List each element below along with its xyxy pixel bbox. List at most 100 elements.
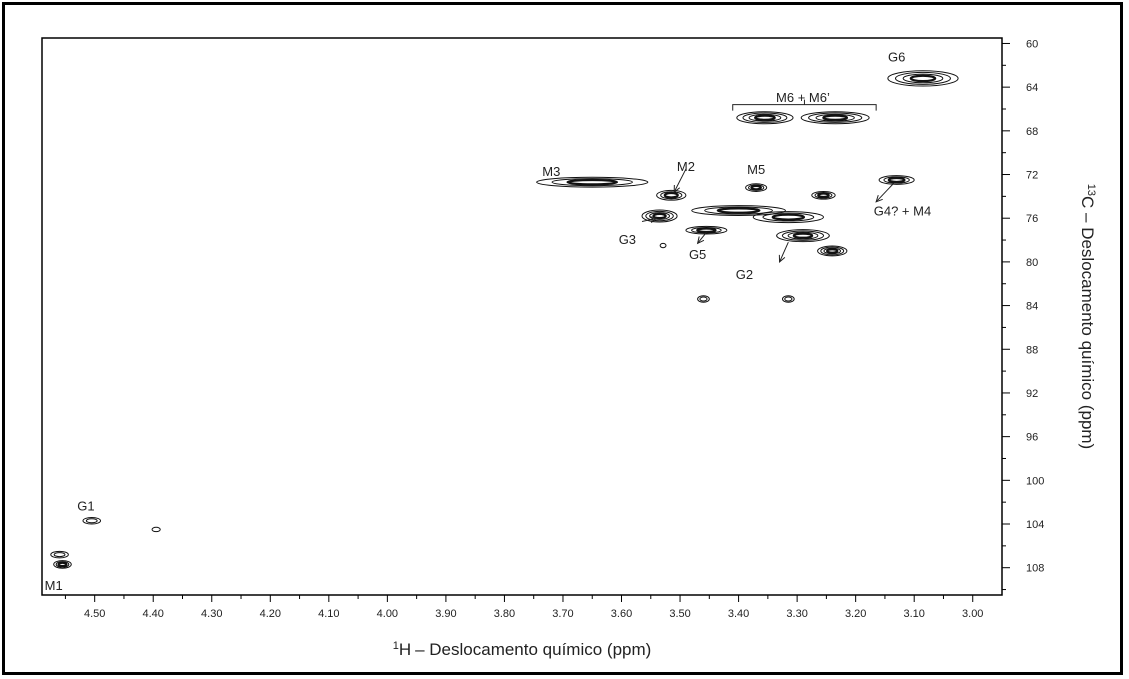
peak-6-contour-2 [817,192,830,199]
peak-8-contour-1 [645,210,674,222]
peak-14-contour-0 [659,242,667,249]
peak-17-contour-1 [85,518,98,524]
peak-0-contour-3 [909,74,937,83]
peak-0-contour-2 [902,73,944,84]
peak-9-contour-0 [691,205,786,216]
y-tick-label-0: 60 [1026,38,1038,50]
peak-9-contour-1 [704,206,773,215]
x-tick-label-15: 3.00 [962,608,983,620]
peak-label-7: G5 [689,247,706,262]
peak-8-contour-3 [652,212,667,220]
arrow-3-head [778,254,786,263]
arrows-layer [641,168,895,263]
peak-label-3: M2 [677,159,695,174]
x-tick-label-9: 3.60 [611,608,632,620]
peak-label-6: G3 [619,232,636,247]
peak-7 [878,175,915,185]
y-tick-label-7: 88 [1026,344,1038,356]
x-tick-label-0: 4.50 [84,608,105,620]
peak-0-contour-1 [894,71,951,85]
peak-2-contour-3 [822,114,849,121]
x-tick-label-6: 3.90 [435,608,456,620]
y-tick-label-1: 64 [1026,82,1038,94]
peak-15-contour-1 [699,296,708,302]
peak-8 [641,209,678,223]
y-tick-label-4: 76 [1026,213,1038,225]
arrow-2 [696,232,707,245]
peak-10-contour-0 [752,211,824,224]
peak-19-contour-1 [53,552,66,558]
arrow-3 [778,242,789,263]
peak-13-contour-1 [820,246,845,256]
peak-8-contour-2 [649,212,670,220]
y-tick-label-11: 104 [1026,519,1044,531]
peak-14 [659,242,667,249]
peak-12-contour-2 [787,231,819,240]
peak-3-contour-2 [566,178,619,186]
y-axis-title-text: C – Deslocamento químico (ppm) [1078,196,1097,449]
peak-19-contour-0 [50,550,69,559]
x-tick-label-14: 3.10 [903,608,924,620]
peak-16-contour-0 [781,295,795,303]
peak-label-0: G6 [888,50,905,65]
x-tick-label-7: 3.80 [494,608,515,620]
peak-4-contour-0 [656,189,687,201]
x-axis-title-nucleus: H [399,640,411,659]
peak-18 [151,526,161,533]
peak-3-contour-0 [536,176,649,188]
peak-label-2: M3 [542,164,560,179]
peak-20-contour-0 [53,560,72,569]
arrow-3-shaft [779,242,789,263]
x-tick-label-1: 4.40 [143,608,164,620]
peak-2-contour-0 [800,111,870,125]
y-tick-label-9: 96 [1026,432,1038,444]
peak-5 [745,183,768,192]
y-tick-label-6: 84 [1026,301,1038,313]
arrow-2-shaft [697,232,707,244]
x-tick-label-10: 3.50 [669,608,690,620]
peak-1-contour-3 [754,114,776,121]
peak-6 [811,190,836,200]
y-axis-title-sup: 13 [1085,184,1097,196]
peak-5-contour-2 [750,184,762,191]
peak-20 [53,560,72,569]
x-axis: 4.50 4.40 4.30 4.20 4.10 4.00 3.90 3.80 3.70 3.60… [64,595,983,620]
arrow-4-shaft [875,182,895,203]
peak-4 [656,189,687,201]
peaks-layer [50,70,959,569]
peak-2-contour-2 [815,113,855,122]
peak-15 [697,295,710,303]
y-tick-label-8: 92 [1026,388,1038,400]
arrow-0-head [673,184,681,194]
peak-3-contour-1 [551,178,633,187]
peak-3 [536,176,649,188]
peak-16 [781,295,795,303]
plot-area [41,37,1003,596]
peak-11-contour-0 [685,225,728,235]
peak-9-contour-2 [716,207,761,214]
x-axis-title-text: – Deslocamento químico (ppm) [415,640,651,659]
peak-12-contour-1 [781,230,825,241]
peak-8-contour-0 [641,209,678,223]
x-tick-label-4: 4.10 [318,608,339,620]
x-tick-label-13: 3.20 [845,608,866,620]
peak-4-contour-1 [660,191,683,200]
x-tick-label-2: 4.30 [201,608,222,620]
peak-label-10: M1 [45,578,63,593]
x-tick-label-3: 4.20 [260,608,281,620]
y-axis: 60 64 68 72 76 80 84 88 92 96 100 104 108 [1002,38,1044,591]
peak-label-1: M6 + M6’ [776,90,830,105]
peak-7-contour-2 [887,176,906,184]
y-tick-label-5: 80 [1026,257,1038,269]
peak-9 [691,205,786,216]
peak-18-contour-0 [151,526,161,533]
peak-10 [752,211,824,224]
peak-2-contour-1 [808,112,863,123]
y-tick-label-2: 68 [1026,126,1038,138]
peak-20-contour-2 [57,561,68,568]
bracket-layer [732,99,877,111]
peak-1 [736,111,794,125]
peak-17-contour-0 [82,516,102,525]
y-tick-label-12: 108 [1026,563,1044,575]
